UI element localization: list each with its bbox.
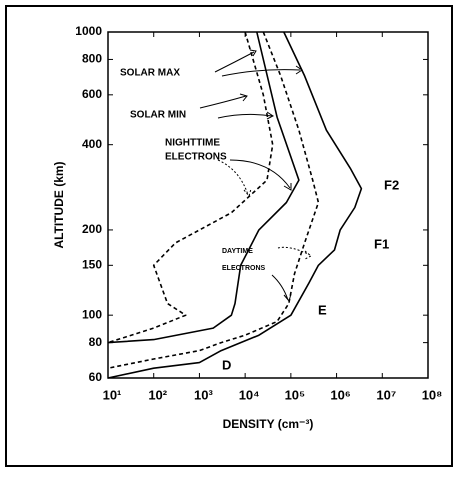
x-tick-label: 10³ (194, 387, 213, 402)
y-tick-label: 200 (82, 222, 102, 236)
x-tick-label: 10¹ (103, 387, 122, 402)
outer-frame (5, 5, 453, 467)
y-tick-label: 60 (89, 370, 103, 384)
x-axis-label: DENSITY (cm⁻³) (223, 417, 314, 431)
arrows (199, 49, 312, 303)
y-tick-label: 600 (82, 87, 102, 101)
y-tick-label: 800 (82, 52, 102, 66)
annotation: F2 (384, 177, 399, 192)
y-axis-label: ALTITUDE (km) (52, 161, 66, 248)
annotation: ELECTRONS (165, 152, 227, 163)
profile-line (107, 31, 274, 344)
x-tick-label: 10⁴ (239, 387, 260, 402)
profile-line (107, 31, 320, 369)
profile-line (107, 31, 363, 379)
y-tick-label: 400 (82, 137, 102, 151)
x-tick-label: 10⁵ (285, 387, 306, 402)
annotation: F1 (374, 236, 389, 251)
annotation: DAYTIME (222, 248, 253, 255)
x-tick-label: 10⁷ (376, 387, 396, 402)
annotation: D (222, 357, 231, 372)
annotation: SOLAR MAX (120, 68, 180, 79)
y-tick-label: 150 (82, 257, 102, 271)
annotation: NIGHTTIME (165, 138, 220, 149)
x-tick-label: 10⁶ (330, 387, 350, 402)
annotation: ELECTRONS (222, 265, 266, 272)
annotation: SOLAR MIN (130, 110, 186, 121)
x-tick-label: 10² (148, 387, 167, 402)
y-tick-label: 1000 (75, 24, 102, 38)
y-tick-label: 100 (82, 307, 102, 321)
annotation: E (318, 302, 327, 317)
x-tick-label: 10⁸ (422, 387, 443, 402)
profile-line (107, 31, 300, 344)
y-tick-label: 80 (89, 335, 103, 349)
plot-frame (107, 31, 429, 379)
